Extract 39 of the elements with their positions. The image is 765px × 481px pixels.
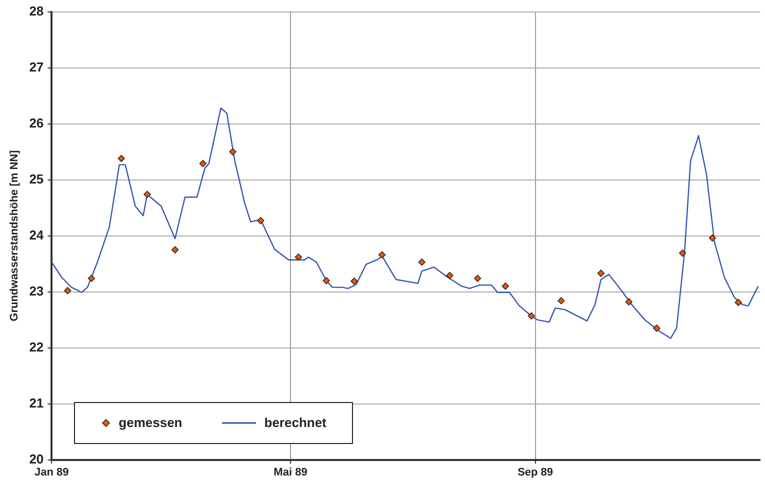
legend-label: berechnet: [264, 415, 326, 430]
x-tick-label: Sep 89: [518, 466, 554, 478]
point: [678, 250, 686, 257]
point: [199, 160, 207, 168]
y-tick-label: 25: [29, 171, 44, 186]
y-tick-label: 23: [29, 283, 44, 298]
point: [171, 246, 179, 254]
point: [446, 272, 454, 280]
y-tick-label: 24: [29, 227, 44, 242]
point: [653, 324, 660, 332]
point: [502, 282, 510, 290]
x-tick-label: Mai 89: [274, 466, 308, 478]
point: [378, 251, 386, 258]
y-tick-label: 22: [29, 339, 44, 354]
point: [257, 217, 264, 224]
y-tick-label: 26: [29, 115, 44, 130]
point: [64, 287, 72, 294]
point: [708, 234, 716, 242]
point: [474, 274, 482, 282]
y-tick-label: 28: [29, 3, 44, 18]
point: [88, 274, 96, 282]
y-tick-label: 27: [29, 59, 44, 74]
point: [558, 297, 565, 304]
point: [322, 277, 330, 284]
point: [625, 298, 632, 306]
point: [350, 278, 358, 285]
point: [597, 270, 605, 277]
point: [528, 312, 535, 320]
point: [118, 154, 125, 162]
y-axis-title: Grundwasserstandshöhe [m NN]: [8, 150, 21, 322]
point: [418, 258, 426, 266]
y-tick-label: 21: [29, 395, 44, 410]
point: [144, 190, 151, 198]
point: [734, 298, 742, 306]
legend-label: gemessen: [118, 415, 182, 430]
point: [229, 148, 236, 156]
point: [294, 253, 302, 261]
x-tick-label: Jan 89: [34, 466, 69, 478]
y-tick-label: 20: [29, 451, 44, 466]
